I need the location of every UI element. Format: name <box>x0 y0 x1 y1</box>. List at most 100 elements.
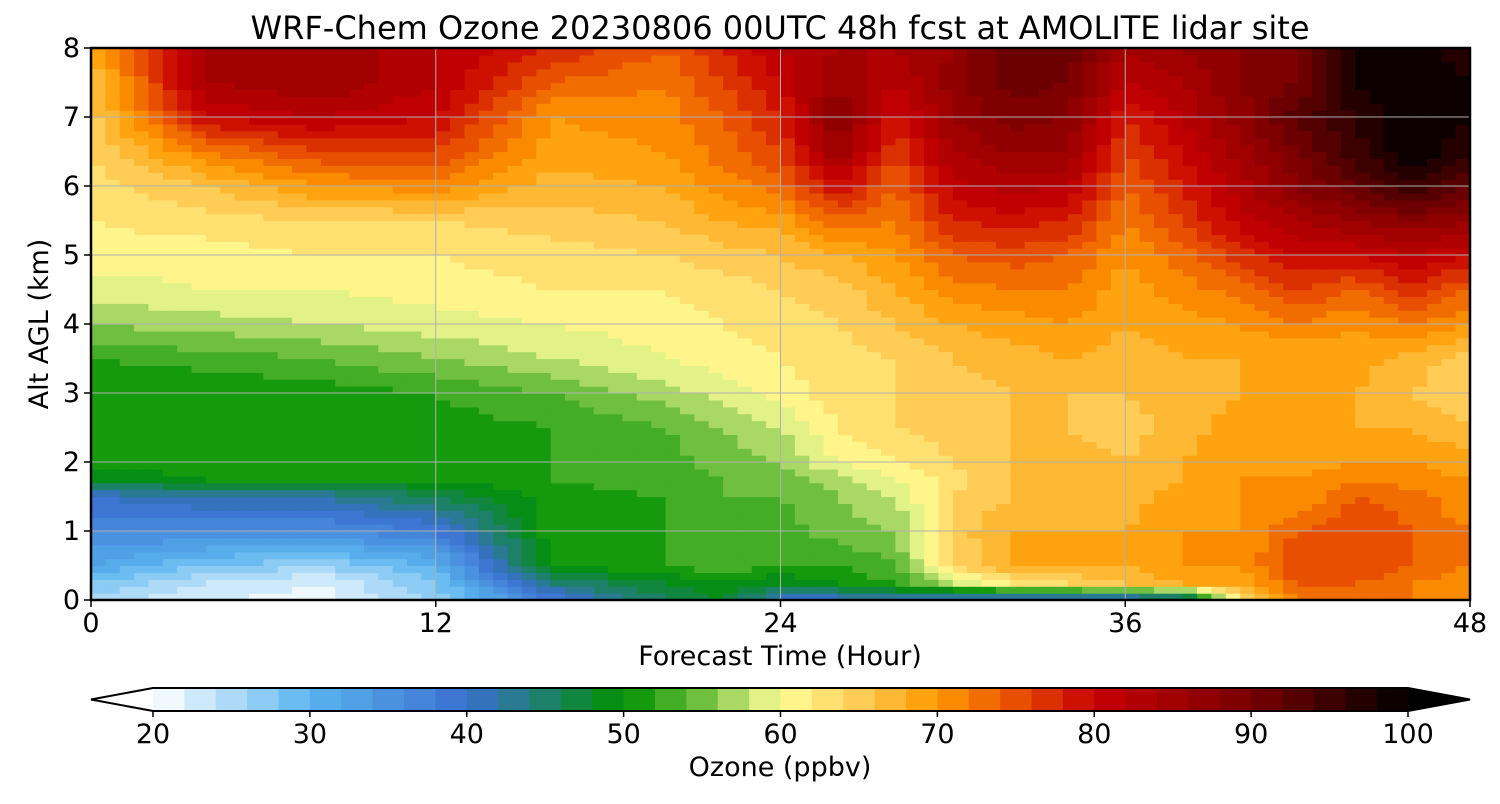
heatmap-cell <box>751 489 767 498</box>
heatmap-cell <box>1369 434 1385 442</box>
heatmap-cell <box>421 462 437 470</box>
heatmap-cell <box>320 310 336 318</box>
heatmap-cell <box>1225 427 1241 435</box>
heatmap-cell <box>723 324 738 332</box>
heatmap-cell <box>1355 241 1371 249</box>
heatmap-cell <box>837 579 853 587</box>
heatmap-cell <box>1139 448 1155 456</box>
heatmap-cell <box>1110 517 1126 525</box>
heatmap-cell <box>134 303 150 311</box>
heatmap-cell <box>1197 496 1213 504</box>
heatmap-cell <box>119 365 135 373</box>
heatmap-cell <box>636 386 652 394</box>
heatmap-cell <box>708 434 724 442</box>
heatmap-cell <box>349 310 365 318</box>
heatmap-cell <box>737 593 753 600</box>
heatmap-cell <box>1125 441 1141 449</box>
heatmap-cell <box>1067 565 1083 573</box>
heatmap-cell <box>1240 503 1256 511</box>
heatmap-cell <box>967 330 983 339</box>
heatmap-cell <box>91 324 106 332</box>
heatmap-cell <box>1369 572 1385 580</box>
heatmap-cell <box>493 372 509 380</box>
heatmap-cell <box>665 579 681 587</box>
heatmap-cell <box>1211 586 1227 594</box>
heatmap-cell <box>1010 255 1026 263</box>
heatmap-cell <box>292 261 308 270</box>
heatmap-cell <box>1168 579 1184 587</box>
heatmap-cell <box>105 393 121 401</box>
heatmap-cell <box>421 330 437 339</box>
heatmap-cell <box>608 496 624 504</box>
heatmap-cell <box>277 248 293 256</box>
heatmap-cell <box>521 268 537 277</box>
heatmap-cell <box>162 441 178 449</box>
heatmap-cell <box>837 586 853 594</box>
heatmap-cell <box>723 399 738 408</box>
heatmap-cell <box>1311 358 1327 366</box>
heatmap-cell <box>622 482 638 491</box>
heatmap-cell <box>1096 420 1112 429</box>
heatmap-cell <box>550 379 566 387</box>
heatmap-cell <box>536 496 552 504</box>
heatmap-cell <box>507 579 523 587</box>
heatmap-cell <box>507 282 523 291</box>
heatmap-cell <box>1383 372 1399 380</box>
heatmap-cell <box>1326 406 1342 415</box>
heatmap-cell <box>794 510 810 518</box>
heatmap-cell <box>1441 565 1457 573</box>
heatmap-cell <box>909 448 925 456</box>
heatmap-cell <box>191 358 207 366</box>
heatmap-cell <box>507 531 523 539</box>
heatmap-cell <box>234 593 250 600</box>
heatmap-cell <box>392 537 408 546</box>
heatmap-cell <box>1125 337 1141 346</box>
heatmap-cell <box>234 468 250 477</box>
heatmap-cell <box>119 496 135 504</box>
heatmap-cell <box>220 593 236 600</box>
heatmap-cell <box>177 406 193 415</box>
heatmap-cell <box>708 399 724 408</box>
heatmap-cell <box>493 310 509 318</box>
heatmap-cell <box>550 399 566 408</box>
heatmap-cell <box>392 310 408 318</box>
heatmap-cell <box>478 310 494 318</box>
heatmap-cell <box>1125 310 1141 318</box>
heatmap-cell <box>679 351 695 360</box>
heatmap-cell <box>220 358 236 366</box>
heatmap-cell <box>292 310 308 318</box>
heatmap-cell <box>766 413 782 422</box>
heatmap-cell <box>1268 358 1284 366</box>
heatmap-cell <box>493 524 509 532</box>
heatmap-cell <box>1268 310 1284 318</box>
heatmap-cell <box>1311 399 1327 408</box>
heatmap-cell <box>1125 413 1141 422</box>
heatmap-cell <box>881 324 897 332</box>
heatmap-cell <box>794 248 810 256</box>
heatmap-cell <box>1053 268 1069 277</box>
heatmap-cell <box>162 241 178 249</box>
heatmap-cell <box>1125 324 1141 332</box>
heatmap-cell <box>952 379 968 387</box>
heatmap-cell <box>622 268 638 277</box>
heatmap-cell <box>909 303 925 311</box>
heatmap-cell <box>1039 261 1055 270</box>
heatmap-cell <box>234 427 250 435</box>
heatmap-cell <box>1311 337 1327 346</box>
heatmap-cell <box>1039 455 1055 463</box>
heatmap-cell <box>751 248 767 256</box>
heatmap-cell <box>952 510 968 518</box>
heatmap-cell <box>1455 558 1470 567</box>
heatmap-cell <box>694 586 710 594</box>
heatmap-cell <box>1412 393 1428 401</box>
heatmap-cell <box>766 572 782 580</box>
heatmap-cell <box>478 337 494 346</box>
heatmap-cell <box>622 475 638 484</box>
heatmap-cell <box>1168 441 1184 449</box>
heatmap-cell <box>679 434 695 442</box>
heatmap-cell <box>421 337 437 346</box>
heatmap-cell <box>1383 406 1399 415</box>
heatmap-cell <box>1182 317 1198 325</box>
heatmap-cell <box>1398 475 1414 484</box>
heatmap-cell <box>881 337 897 346</box>
